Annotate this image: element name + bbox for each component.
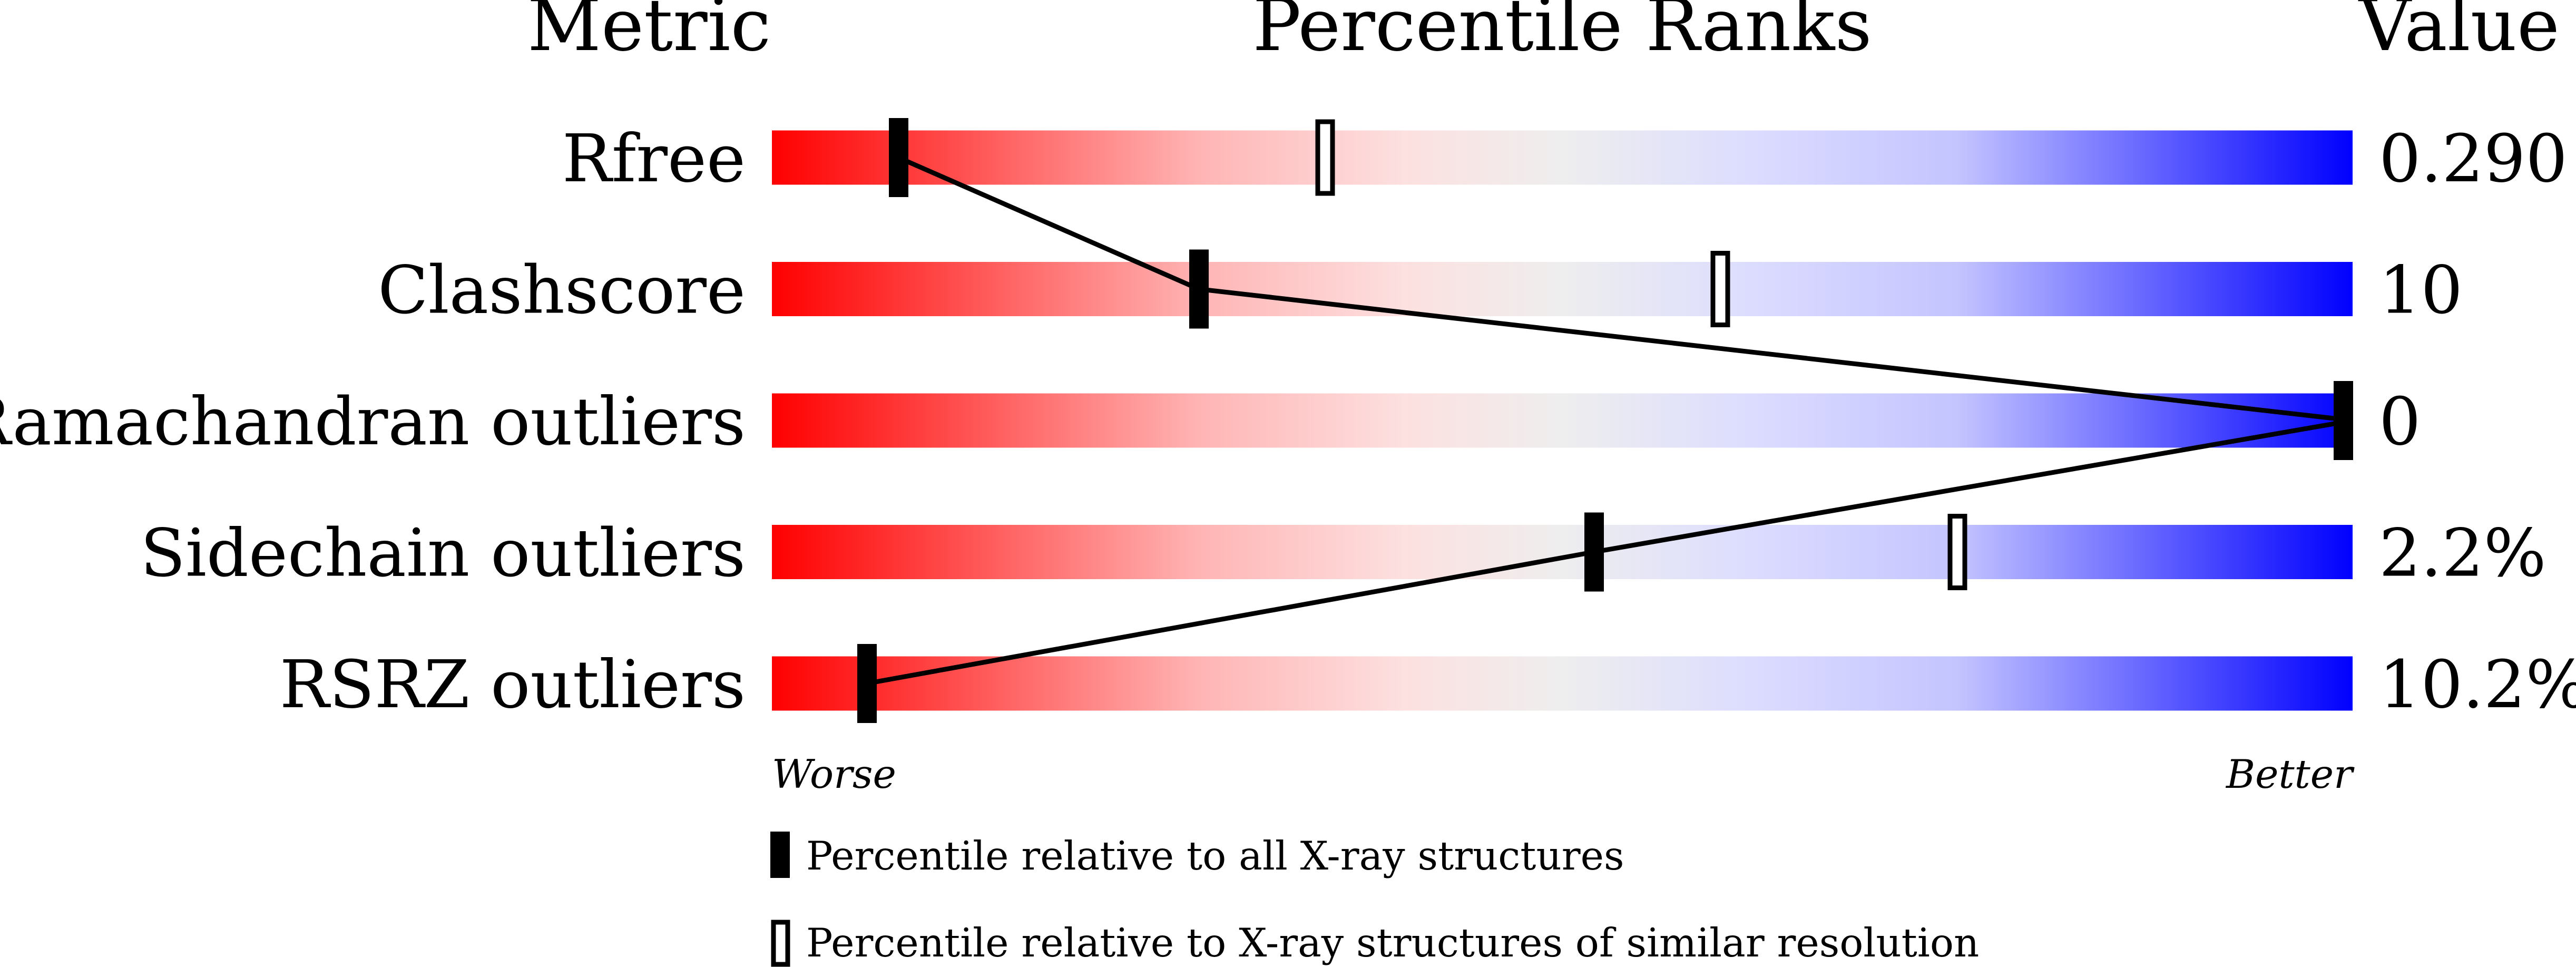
metric-label: RSRZ outliers: [280, 647, 746, 723]
axis-label-better: Better: [2225, 751, 2355, 797]
marker-similar-resolution: [1710, 251, 1730, 327]
metric-label: Rfree: [562, 121, 746, 197]
legend-hollow-marker: [771, 920, 790, 967]
percentile-bar: [772, 525, 2353, 579]
marker-all-structures: [889, 118, 908, 197]
header-metric: Metric: [527, 0, 771, 67]
legend-label-all: Percentile relative to all X-ray structu…: [806, 833, 1624, 879]
metric-value: 0.290: [2379, 121, 2568, 197]
metric-label: Ramachandran outliers: [0, 384, 746, 460]
legend-label-similar: Percentile relative to X-ray structures …: [806, 920, 1979, 966]
marker-similar-resolution: [1315, 119, 1335, 196]
metric-value: 0: [2379, 384, 2421, 460]
percentile-bar: [772, 130, 2353, 185]
marker-all-structures: [2334, 381, 2353, 460]
percentile-bar: [772, 393, 2353, 448]
metric-label: Sidechain outliers: [140, 515, 746, 592]
metric-value: 10: [2379, 252, 2463, 329]
percentile-bar: [772, 656, 2353, 711]
header-value: Value: [2358, 0, 2560, 67]
metric-label: Clashscore: [378, 252, 746, 329]
marker-all-structures: [1189, 249, 1209, 329]
header-percentile: Percentile Ranks: [1252, 0, 1872, 67]
marker-similar-resolution: [1947, 514, 1967, 590]
marker-all-structures: [857, 644, 877, 723]
metric-value: 10.2%: [2379, 647, 2576, 723]
percentile-bar: [772, 262, 2353, 316]
marker-all-structures: [1584, 512, 1604, 592]
axis-label-worse: Worse: [772, 751, 896, 797]
metric-value: 2.2%: [2379, 515, 2546, 592]
legend-filled-marker: [770, 832, 790, 878]
